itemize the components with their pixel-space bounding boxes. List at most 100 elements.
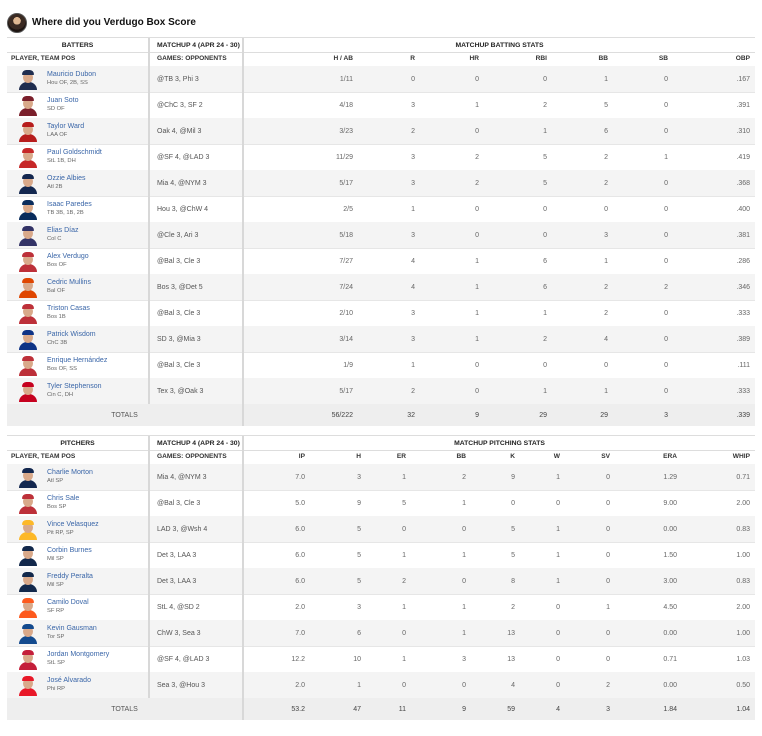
player-name-link[interactable]: Charlie Morton bbox=[47, 469, 93, 476]
stat-cell: 5 bbox=[543, 179, 547, 187]
totals-stat-cell: 56/222 bbox=[331, 411, 353, 419]
totals-stat-cell: 47 bbox=[353, 705, 361, 713]
player-name-link[interactable]: Triston Casas bbox=[47, 305, 90, 312]
face bbox=[23, 332, 33, 343]
player-headshot bbox=[17, 518, 39, 540]
player-name-link[interactable]: Juan Soto bbox=[47, 97, 79, 104]
player-team-pos: Phi RP bbox=[47, 686, 66, 692]
player-name-link[interactable]: José Alvarado bbox=[47, 677, 91, 684]
stat-cell: 0 bbox=[462, 577, 466, 585]
player-name-link[interactable]: Patrick Wisdom bbox=[47, 331, 96, 338]
column-header-bb[interactable]: BB bbox=[456, 453, 466, 460]
stat-cell: 0 bbox=[604, 205, 608, 213]
opponents-cell: Mia 4, @NYM 3 bbox=[150, 464, 244, 490]
player-name-link[interactable]: Kevin Gausman bbox=[47, 625, 97, 632]
totals-stat-cell: 59 bbox=[507, 705, 515, 713]
player-name-link[interactable]: Enrique Hernández bbox=[47, 357, 108, 364]
player-name-link[interactable]: Camilo Doval bbox=[47, 599, 89, 606]
player-name-link[interactable]: Alex Verdugo bbox=[47, 253, 89, 260]
column-header-h[interactable]: H bbox=[356, 453, 361, 460]
stat-cell: 1 bbox=[543, 127, 547, 135]
column-header-ip[interactable]: IP bbox=[298, 453, 305, 460]
player-name-link[interactable]: Tyler Stephenson bbox=[47, 383, 102, 390]
column-header-sv[interactable]: SV bbox=[601, 453, 610, 460]
column-header-opponents[interactable]: GAMES: OPPONENTS bbox=[150, 449, 244, 464]
column-header-r[interactable]: R bbox=[410, 55, 415, 62]
stat-cell: 1 bbox=[664, 153, 668, 161]
stat-cell: 0 bbox=[543, 361, 547, 369]
stats-bg bbox=[244, 464, 755, 490]
stat-cell: 1 bbox=[411, 205, 415, 213]
player-team-pos: Bos OF bbox=[47, 262, 67, 268]
stat-cell: 3 bbox=[411, 179, 415, 187]
jersey bbox=[19, 212, 37, 220]
player-name-link[interactable]: Jordan Montgomery bbox=[47, 651, 110, 658]
player-name-link[interactable]: Paul Goldschmidt bbox=[47, 149, 102, 156]
opponents-cell: Sea 3, @Hou 3 bbox=[150, 672, 244, 698]
stat-cell: 1.00 bbox=[736, 551, 750, 559]
stat-cell: 0 bbox=[606, 577, 610, 585]
player-name-link[interactable]: Corbin Burnes bbox=[47, 547, 92, 554]
totals-stat-cell: 1.84 bbox=[663, 705, 677, 713]
stat-cell: 0.00 bbox=[663, 525, 677, 533]
user-avatar[interactable] bbox=[7, 13, 27, 33]
totals-stats-bg bbox=[244, 698, 755, 720]
column-header-obp[interactable]: OBP bbox=[735, 55, 750, 62]
player-name-link[interactable]: Elias Díaz bbox=[47, 227, 79, 234]
player-name-link[interactable]: Ozzie Albies bbox=[47, 175, 86, 182]
stat-cell: .286 bbox=[736, 257, 750, 265]
player-cell: Enrique Hernández Bos OF, SS bbox=[7, 352, 150, 378]
table-row: Charlie Morton Atl SP Mia 4, @NYM 3 7.0 3 1 2 9… bbox=[7, 464, 755, 491]
column-header-era[interactable]: ERA bbox=[663, 453, 677, 460]
cap bbox=[22, 122, 34, 127]
face bbox=[23, 470, 33, 481]
column-header-player[interactable]: PLAYER, TEAM POS bbox=[7, 449, 150, 464]
player-headshot bbox=[17, 354, 39, 376]
player-name-link[interactable]: Vince Velasquez bbox=[47, 521, 99, 528]
column-header-w[interactable]: W bbox=[553, 453, 560, 460]
stat-cell: 0.71 bbox=[736, 473, 750, 481]
cap bbox=[22, 70, 34, 75]
stat-cell: 1/9 bbox=[343, 361, 353, 369]
player-name-link[interactable]: Mauricio Dubon bbox=[47, 71, 97, 78]
stat-cell: 5 bbox=[357, 525, 361, 533]
stat-cell: 3 bbox=[462, 655, 466, 663]
stat-cell: .333 bbox=[736, 387, 750, 395]
column-header-opponents[interactable]: GAMES: OPPONENTS bbox=[150, 51, 244, 66]
player-headshot bbox=[17, 250, 39, 272]
column-header-k[interactable]: K bbox=[510, 453, 515, 460]
jersey bbox=[19, 108, 37, 116]
opponents-cell: @Bal 3, Cle 3 bbox=[150, 248, 244, 274]
stat-cell: 5/17 bbox=[339, 179, 353, 187]
player-cell: Camilo Doval SF RP bbox=[7, 594, 150, 620]
player-name-link[interactable]: Isaac Paredes bbox=[47, 201, 92, 208]
column-header-rbi[interactable]: RBI bbox=[535, 55, 547, 62]
player-team-pos: Atl 2B bbox=[47, 184, 63, 190]
stat-cell: 6.0 bbox=[295, 551, 305, 559]
column-header-sb[interactable]: SB bbox=[658, 55, 668, 62]
stat-cell: 3 bbox=[411, 309, 415, 317]
stat-cell: 9.00 bbox=[663, 499, 677, 507]
stat-cell: 9 bbox=[357, 499, 361, 507]
stat-cell: .389 bbox=[736, 335, 750, 343]
face bbox=[23, 358, 33, 369]
column-header-hab[interactable]: H / AB bbox=[333, 55, 353, 62]
stat-cell: 2 bbox=[402, 577, 406, 585]
opponents-cell: @Bal 3, Cle 3 bbox=[150, 352, 244, 378]
opponents-cell: @Cle 3, Ari 3 bbox=[150, 222, 244, 248]
totals-stat-cell: 1.04 bbox=[736, 705, 750, 713]
column-header-bb[interactable]: BB bbox=[598, 55, 608, 62]
stat-cell: 0.71 bbox=[663, 655, 677, 663]
column-header-er[interactable]: ER bbox=[396, 453, 406, 460]
player-name-link[interactable]: Chris Sale bbox=[47, 495, 80, 502]
column-header-hr[interactable]: HR bbox=[469, 55, 479, 62]
stat-cell: 0.83 bbox=[736, 525, 750, 533]
stat-cell: 2/10 bbox=[339, 309, 353, 317]
player-name-link[interactable]: Taylor Ward bbox=[47, 123, 85, 130]
player-name-link[interactable]: Freddy Peralta bbox=[47, 573, 93, 580]
table-row: Isaac Paredes TB 3B, 1B, 2B Hou 3, @ChW 4 2… bbox=[7, 196, 755, 223]
player-name-link[interactable]: Cedric Mullins bbox=[47, 279, 91, 286]
column-header-whip[interactable]: WHIP bbox=[732, 453, 750, 460]
column-header-player[interactable]: PLAYER, TEAM POS bbox=[7, 51, 150, 66]
stat-cell: 2 bbox=[475, 179, 479, 187]
